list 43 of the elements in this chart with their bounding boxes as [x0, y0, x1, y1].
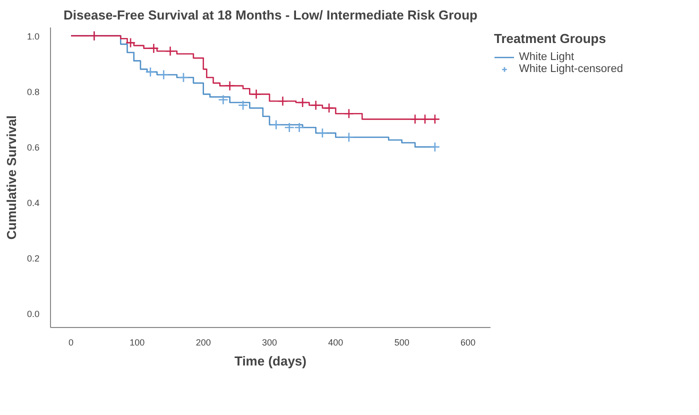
x-tick-label: 400: [328, 338, 344, 348]
point: [238, 100, 248, 110]
point: [344, 108, 354, 119]
y-tick-label: 1.0: [26, 31, 40, 42]
point: [317, 128, 328, 138]
point: [251, 89, 262, 100]
x-tick-label: 0: [68, 338, 74, 348]
y-tick-label: 0.6: [26, 142, 40, 152]
point: [178, 72, 189, 83]
y-tick-label: 0.8: [26, 86, 40, 97]
point: [158, 70, 169, 80]
x-tick-label: 300: [262, 338, 278, 348]
point: [270, 120, 282, 130]
y-axis-title: Cumulative Survival: [4, 115, 19, 240]
point: [284, 122, 295, 133]
y-tick-label: 0.4: [26, 198, 40, 208]
point: [410, 114, 420, 124]
point: [278, 96, 288, 106]
point: [420, 114, 430, 124]
chart-title: Disease-Free Survival at 18 Months - Low/ Intermediate Risk Group: [64, 8, 478, 22]
point: [344, 132, 354, 142]
point: [145, 66, 156, 78]
x-tick-label: 100: [130, 338, 145, 348]
x-tick-label: 200: [196, 338, 211, 348]
x-tick-label: 600: [460, 338, 476, 348]
point: [297, 97, 308, 108]
legend-label: White Light: [519, 51, 576, 63]
x-tick-label: 500: [394, 338, 410, 348]
point: [294, 122, 304, 133]
legend-title: Treatment Groups: [494, 31, 607, 46]
point: [310, 100, 321, 110]
point: [125, 38, 136, 48]
point: [224, 80, 235, 91]
point: [165, 46, 176, 56]
legend-label: White Light-censored: [519, 63, 624, 75]
point: [218, 94, 228, 105]
point: [324, 102, 334, 114]
point: [430, 114, 440, 124]
point: [148, 43, 159, 54]
y-tick-label: 0.2: [26, 254, 40, 264]
x-axis-title: Time (days): [234, 354, 307, 368]
point: [430, 142, 440, 152]
y-tick-label: 0.0: [26, 309, 40, 320]
